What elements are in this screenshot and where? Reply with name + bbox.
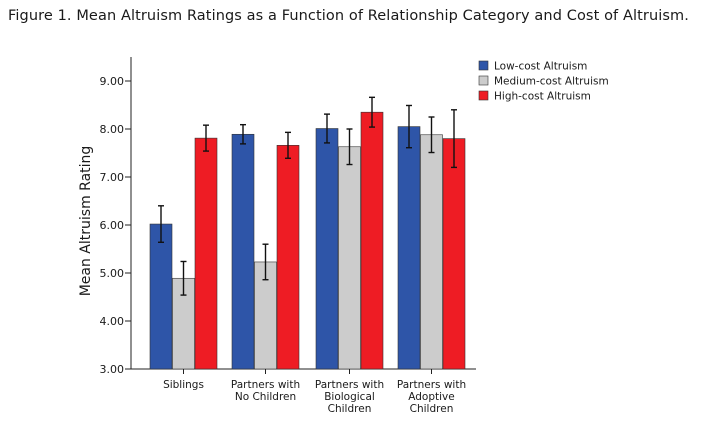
legend-swatch <box>478 60 489 71</box>
x-tick-label: Siblings <box>163 379 204 391</box>
bar <box>442 138 466 370</box>
x-tick-label: Biological <box>324 391 375 403</box>
legend-swatch <box>478 75 489 86</box>
x-tick-label: Partners with <box>315 379 384 391</box>
x-tick-label: Children <box>328 403 372 415</box>
bar <box>397 126 421 370</box>
legend-label: Medium-cost Altruism <box>494 76 609 88</box>
bar <box>338 146 361 370</box>
bar <box>360 111 384 370</box>
x-tick-label: Children <box>410 403 454 415</box>
legend-swatch <box>478 90 489 101</box>
y-tick-label: 5.00 <box>100 267 125 280</box>
bar <box>420 134 443 370</box>
y-tick-label: 3.00 <box>100 363 125 376</box>
legend-label: High-cost Altruism <box>494 91 591 103</box>
bar <box>276 145 300 370</box>
chart-title: Figure 1. Mean Altruism Ratings as a Fun… <box>8 8 689 24</box>
bar <box>194 137 218 370</box>
x-tick-label: Adoptive <box>408 391 454 403</box>
y-tick-label: 8.00 <box>100 123 125 136</box>
bar <box>231 133 255 370</box>
bar <box>315 128 339 370</box>
x-tick-label: No Children <box>235 391 296 403</box>
y-tick-label: 6.00 <box>100 219 125 232</box>
legend-label: Low-cost Altruism <box>494 61 587 73</box>
y-axis-title: Mean Altruism Rating <box>78 146 94 297</box>
y-tick-label: 9.00 <box>100 75 125 88</box>
bar <box>149 223 173 370</box>
y-tick-label: 7.00 <box>100 171 125 184</box>
y-tick-label: 4.00 <box>100 315 125 328</box>
x-tick-label: Partners with <box>397 379 466 391</box>
x-tick-label: Partners with <box>231 379 300 391</box>
